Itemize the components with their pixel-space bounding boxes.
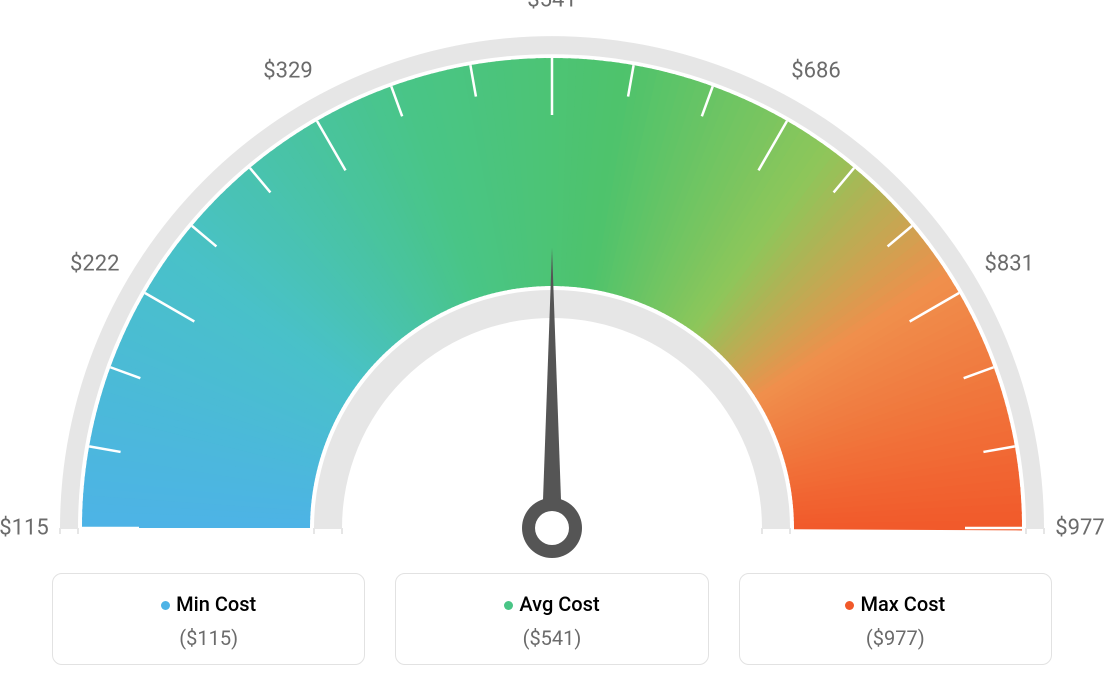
legend-label-avg: Avg Cost <box>519 592 599 616</box>
tick-label: $541 <box>527 0 576 13</box>
legend-value-avg: ($541) <box>406 626 697 650</box>
gauge-svg <box>0 0 1104 560</box>
legend-title-avg: Avg Cost <box>406 592 697 616</box>
legend-card-max: Max Cost ($977) <box>739 573 1052 665</box>
tick-label: $686 <box>791 58 840 83</box>
legend-card-min: Min Cost ($115) <box>52 573 365 665</box>
legend-dot-min <box>161 601 170 610</box>
legend-dot-avg <box>504 601 513 610</box>
legend-label-min: Min Cost <box>176 592 256 616</box>
legend-card-avg: Avg Cost ($541) <box>395 573 708 665</box>
gauge-chart-container: $115 $222 $329 $541 $686 $831 $977 Min Cost ($… <box>0 0 1104 690</box>
tick-label: $977 <box>1055 516 1104 541</box>
tick-label: $115 <box>0 516 49 541</box>
legend-title-min: Min Cost <box>63 592 354 616</box>
legend-value-max: ($977) <box>750 626 1041 650</box>
tick-label: $329 <box>263 58 312 83</box>
legend-label-max: Max Cost <box>860 592 945 616</box>
legend-dot-max <box>845 601 854 610</box>
legend-row: Min Cost ($115) Avg Cost ($541) Max Cost… <box>0 573 1104 665</box>
tick-label: $831 <box>985 252 1034 277</box>
legend-title-max: Max Cost <box>750 592 1041 616</box>
tick-label: $222 <box>70 252 119 277</box>
legend-value-min: ($115) <box>63 626 354 650</box>
gauge-area: $115 $222 $329 $541 $686 $831 $977 <box>0 0 1104 560</box>
